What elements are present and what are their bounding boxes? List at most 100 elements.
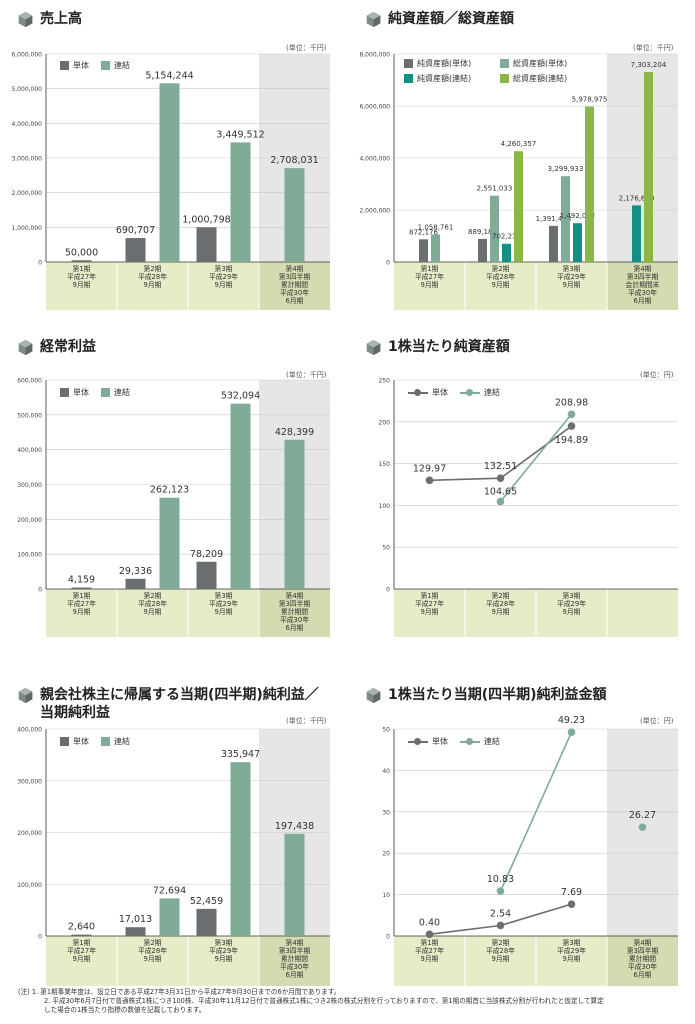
- x-tick-label: 9月期: [563, 955, 581, 963]
- x-axis-band-highlight: [607, 262, 678, 310]
- bar: [502, 243, 511, 262]
- legend-marker: [460, 737, 480, 746]
- x-tick-label: 平成27年: [415, 272, 444, 281]
- data-label: 702,277: [492, 233, 521, 241]
- chart-title-ordinary: 経常利益: [17, 338, 96, 356]
- legend-marker: [408, 388, 428, 397]
- legend: 単体 連結: [60, 387, 130, 398]
- data-point: [425, 476, 434, 485]
- x-tick-label: 第3期: [215, 264, 233, 273]
- x-tick-label: 平成27年: [415, 599, 444, 608]
- x-tick-label: 第4期: [634, 264, 652, 273]
- y-tick-label: 20: [382, 851, 390, 858]
- x-tick-label: 累計期間: [281, 954, 308, 963]
- bar: [230, 403, 251, 589]
- bar: [125, 238, 146, 262]
- y-tick-label: 5,000,000: [11, 86, 42, 93]
- x-tick-label: 6月期: [286, 297, 304, 305]
- bar: [478, 238, 487, 262]
- x-tick-label: 第3四半期: [279, 946, 311, 955]
- y-tick-label: 8,000,000: [359, 52, 390, 59]
- bar: [125, 927, 146, 936]
- x-tick-label: 9月期: [215, 281, 233, 289]
- x-tick-label: 第1期: [421, 938, 439, 947]
- chart-title-assets: 純資産額／総資産額: [365, 10, 514, 28]
- bar: [514, 151, 523, 262]
- chart-title-sales: 売上高: [17, 10, 82, 28]
- y-tick-label: 0: [38, 934, 42, 941]
- data-label: 2,551,033: [477, 185, 513, 193]
- x-tick-label: 平成28年: [138, 946, 167, 955]
- x-axis-band-highlight: [259, 589, 330, 637]
- data-point: [496, 921, 505, 930]
- x-tick-label: 第3期: [215, 591, 233, 600]
- x-tick-label: 9月期: [73, 955, 91, 963]
- x-tick-label: 平成30年: [280, 962, 309, 971]
- x-tick-label: 6月期: [286, 624, 304, 632]
- x-tick-label: 第3期: [215, 938, 233, 947]
- y-tick-label: 10: [382, 892, 390, 899]
- y-tick-label: 600,000: [17, 378, 42, 385]
- data-label: 1,492,092: [560, 212, 596, 220]
- data-label: 208.98: [555, 397, 588, 408]
- x-tick-label: 第4期: [286, 591, 304, 600]
- data-label: 2,176,670: [619, 194, 655, 202]
- data-label: 3,449,512: [216, 129, 264, 140]
- legend: 単体 連結: [408, 736, 500, 747]
- legend-marker: [460, 388, 480, 397]
- x-tick-label: 第4期: [634, 938, 652, 947]
- x-tick-label: 平成28年: [486, 946, 515, 955]
- x-tick-label: 累計期間: [281, 280, 308, 289]
- legend: 純資産額(単体) 総資産額(単体) 純資産額(連結) 総資産額(連結): [404, 58, 596, 84]
- bar: [644, 72, 653, 262]
- x-tick-label: 6月期: [634, 971, 652, 979]
- data-point: [496, 474, 505, 483]
- legend-swatch: [404, 59, 413, 68]
- x-tick-label: 平成29年: [557, 599, 586, 608]
- y-tick-label: 50: [382, 545, 390, 552]
- bar: [632, 205, 641, 262]
- data-label: 690,707: [116, 225, 155, 236]
- y-tick-label: 250: [379, 378, 391, 385]
- data-label: 52,459: [190, 896, 223, 907]
- data-label: 194.89: [555, 435, 588, 446]
- x-tick-label: 平成28年: [486, 599, 515, 608]
- x-tick-label: 第2期: [492, 591, 510, 600]
- data-label: 1,391,473: [536, 215, 572, 223]
- x-tick-label: 平成30年: [628, 962, 657, 971]
- x-tick-label: 9月期: [492, 955, 510, 963]
- bar: [585, 106, 594, 262]
- data-label: 2,708,031: [270, 155, 318, 166]
- x-tick-label: 平成28年: [138, 599, 167, 608]
- x-tick-label: 第2期: [492, 264, 510, 273]
- y-tick-label: 0: [38, 587, 42, 594]
- x-tick-label: 平成30年: [280, 615, 309, 624]
- cube-icon: [18, 687, 33, 704]
- x-axis-band-highlight: [259, 936, 330, 986]
- bar: [284, 168, 305, 262]
- x-tick-label: 累計期間: [629, 954, 656, 963]
- unit-label: (単位：円): [640, 717, 674, 725]
- x-tick-label: 平成28年: [486, 272, 515, 281]
- x-tick-label: 第1期: [73, 264, 91, 273]
- data-label: 1,058,761: [418, 223, 454, 231]
- data-label: 335,947: [221, 749, 260, 760]
- x-tick-label: 第1期: [421, 591, 439, 600]
- bar: [561, 176, 570, 262]
- y-tick-label: 50: [382, 727, 390, 734]
- y-tick-label: 30: [382, 809, 390, 816]
- legend-swatch: [60, 388, 69, 397]
- data-label: 17,013: [119, 914, 152, 925]
- bar: [230, 142, 251, 262]
- bar: [159, 898, 180, 936]
- bar: [573, 223, 582, 262]
- data-label: 5,978,975: [572, 96, 608, 104]
- data-label: 129.97: [413, 463, 446, 474]
- legend: 単体 連結: [60, 60, 130, 71]
- x-tick-label: 第3四半期: [627, 272, 659, 281]
- unit-label: (単位：千円): [633, 44, 674, 52]
